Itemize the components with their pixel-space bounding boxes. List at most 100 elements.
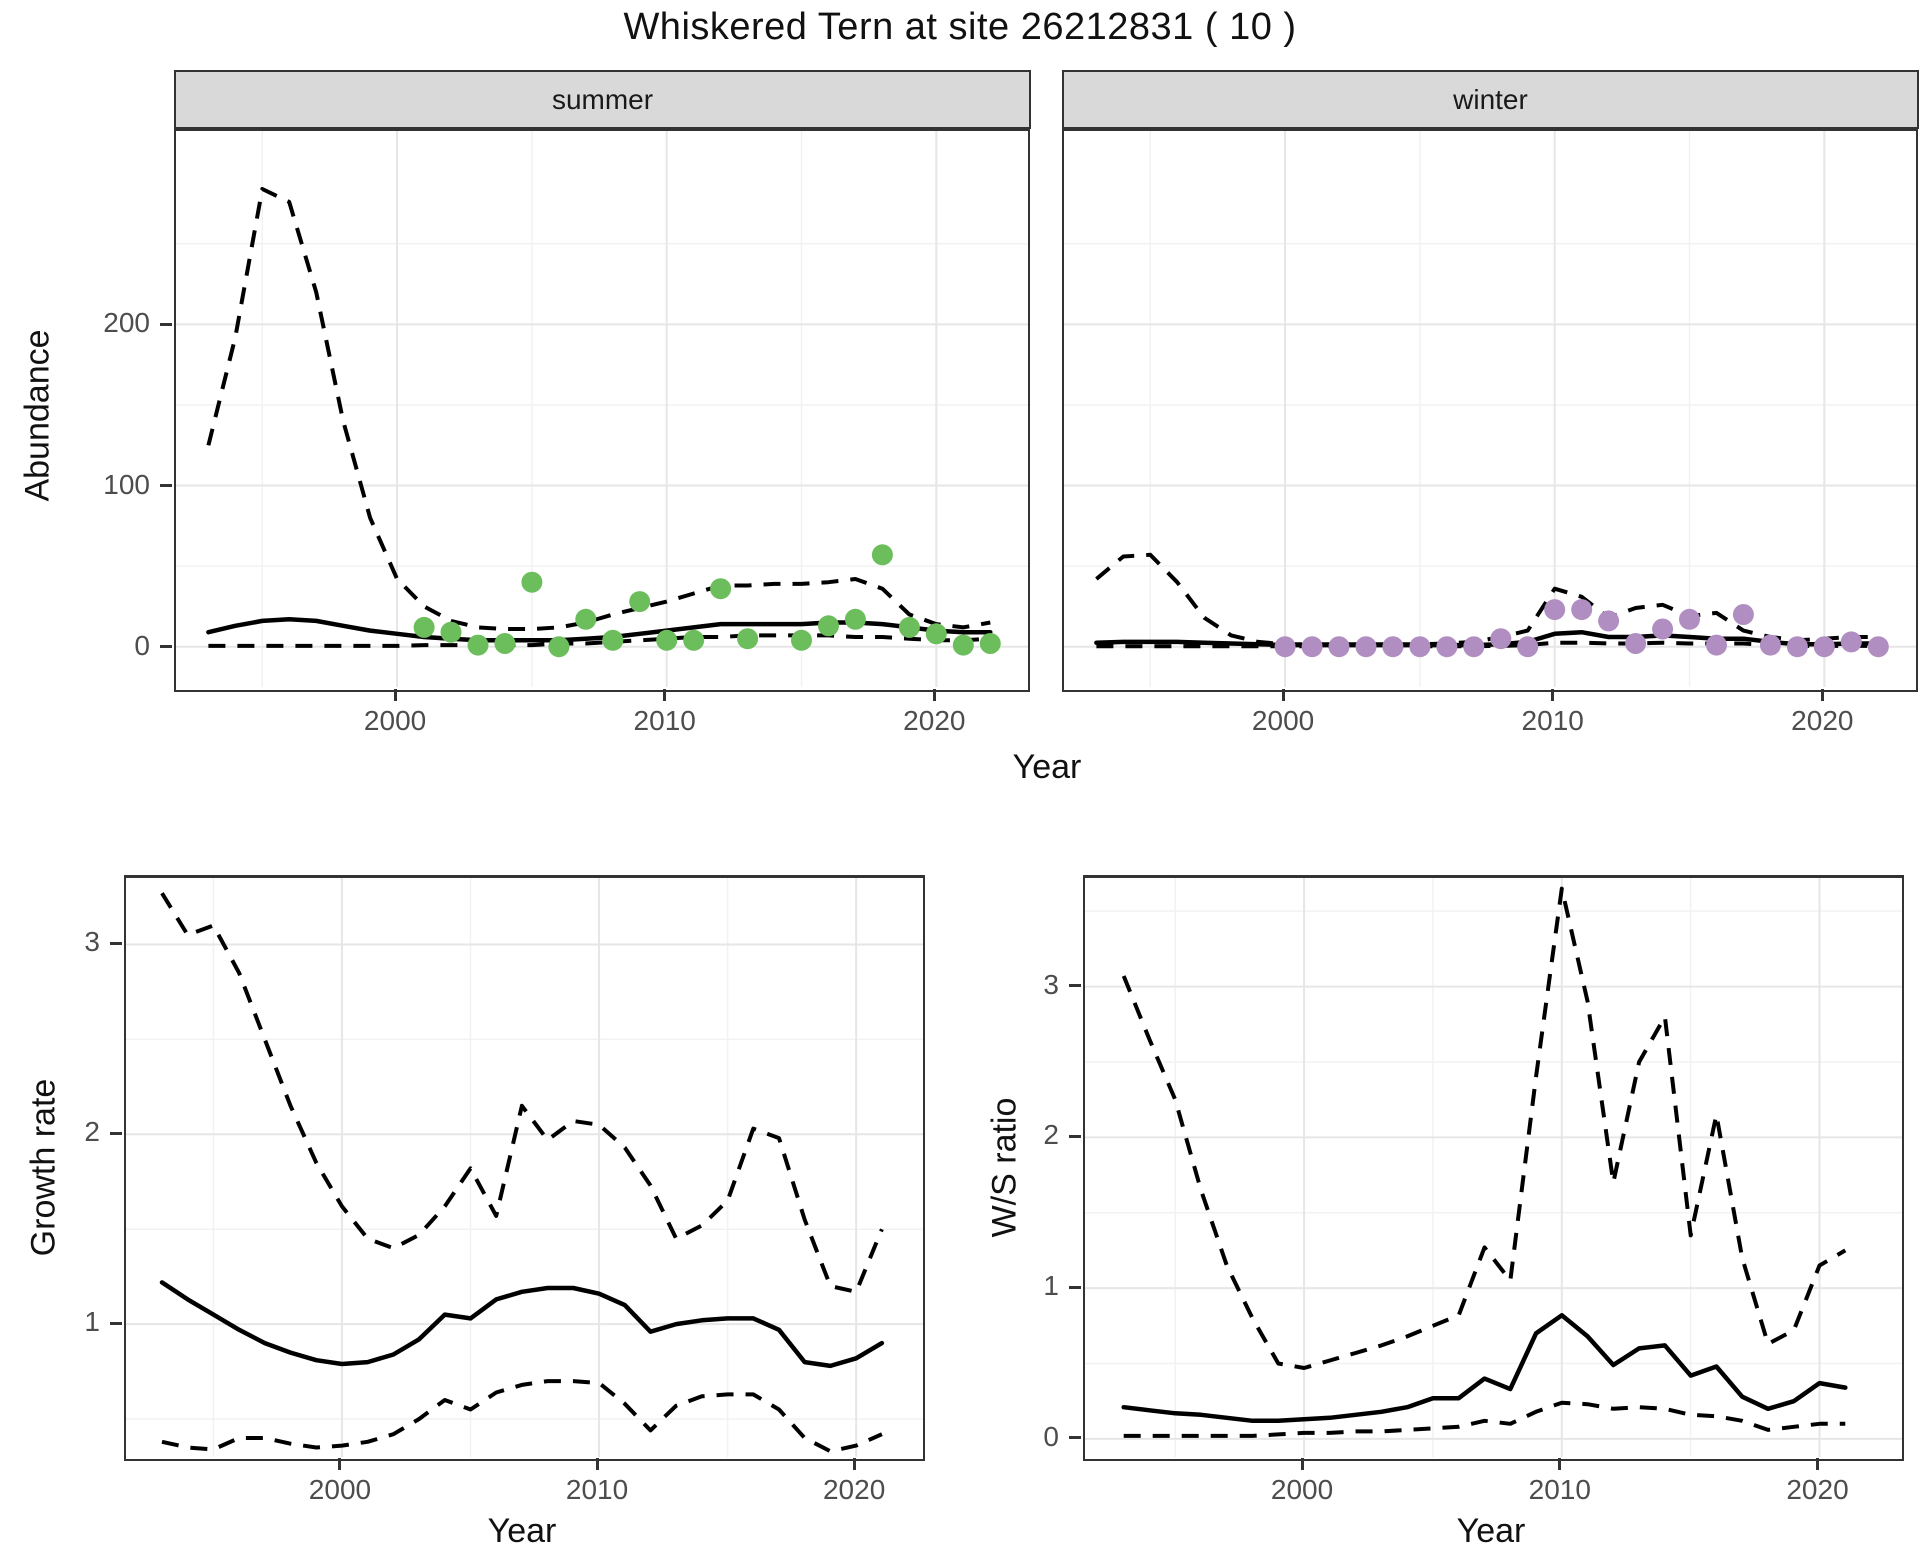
y-tick-mark [160, 645, 172, 649]
x-tick-label: 2010 [633, 705, 696, 736]
data-point-observed-counts-summer [548, 636, 570, 658]
y-tick-label: 200 [103, 307, 150, 339]
chart-abundance-summer [176, 131, 1028, 687]
x-tick-label: 2020 [822, 1474, 886, 1505]
x-tick-label: 2000 [1270, 1474, 1334, 1505]
data-point-observed-counts-summer [898, 616, 920, 638]
y-tick-mark [1069, 1436, 1081, 1440]
data-point-observed-counts-winter [1463, 636, 1485, 658]
data-point-observed-counts-winter [1382, 636, 1404, 658]
facet-strip-winter-label: winter [1453, 83, 1528, 115]
facet-strip-summer-label: summer [551, 83, 654, 115]
series-mean [159, 1280, 885, 1369]
data-point-observed-counts-summer [737, 628, 759, 650]
data-point-observed-counts-summer [656, 629, 678, 651]
data-point-observed-counts-winter [1732, 604, 1754, 625]
x-tick-label: 2010 [1521, 705, 1584, 736]
series-mean [1121, 1313, 1848, 1424]
y-tick-label: 1 [1043, 1270, 1059, 1302]
series-upper_ci [206, 187, 991, 631]
data-point-observed-counts-summer [818, 615, 839, 637]
series-lower_ci [1123, 1400, 1846, 1438]
y-tick-label: 3 [84, 926, 100, 958]
x-tick-label: 2020 [1791, 705, 1854, 736]
series-mean [206, 617, 993, 643]
data-point-observed-counts-winter [1813, 636, 1835, 658]
y-tick-label: 2 [84, 1116, 100, 1148]
data-point-observed-counts-summer [602, 629, 624, 651]
x-tick-mark [595, 1458, 599, 1470]
data-point-observed-counts-summer [494, 633, 516, 654]
x-tick-label: 2010 [1528, 1474, 1591, 1505]
x-tick-mark [1820, 689, 1824, 701]
x-tick-label: 2020 [1786, 1474, 1849, 1505]
x-tick-mark [338, 1458, 342, 1470]
data-point-observed-counts-winter [1571, 599, 1593, 621]
y-tick-label: 1 [84, 1306, 100, 1338]
x-tick-mark [393, 689, 397, 701]
x-tick-label: 2020 [903, 705, 966, 736]
x-axis-title-year-top: Year [1012, 748, 1082, 786]
facet-strip-winter: winter [1062, 70, 1919, 129]
series-lower_ci [208, 633, 991, 648]
y-axis-title-ws-ratio: W/S ratio [985, 1097, 1024, 1238]
chart-growth-rate [126, 878, 923, 1457]
y-tick-mark [110, 1131, 122, 1135]
chart-w-s-ratio [1085, 878, 1902, 1457]
data-point-observed-counts-summer [844, 608, 866, 630]
data-point-observed-counts-winter [1867, 636, 1889, 658]
data-point-observed-counts-winter [1652, 618, 1674, 640]
data-point-observed-counts-summer [710, 578, 732, 600]
data-point-observed-counts-summer [629, 591, 651, 613]
x-tick-label: 2000 [1251, 705, 1315, 736]
data-point-observed-counts-winter [1679, 608, 1700, 630]
y-tick-mark [110, 1321, 122, 1325]
x-tick-mark [1558, 1458, 1562, 1470]
data-point-observed-counts-winter [1598, 610, 1620, 632]
series-lower_ci [161, 1379, 883, 1454]
data-point-observed-counts-winter [1490, 628, 1512, 650]
x-tick-mark [932, 689, 936, 701]
y-tick-label: 0 [134, 629, 150, 661]
data-point-observed-counts-summer [683, 629, 705, 651]
data-point-observed-counts-winter [1517, 636, 1539, 658]
x-tick-label: 2000 [363, 705, 427, 736]
y-tick-label: 3 [1043, 968, 1059, 1000]
data-point-observed-counts-winter [1706, 634, 1727, 656]
x-tick-label: 2010 [565, 1474, 629, 1505]
panel-abundance-summer [174, 128, 1030, 692]
facet-strip-summer: summer [174, 70, 1031, 129]
series-upper_ci [1095, 552, 1879, 647]
page-title: Whiskered Tern at site 26212831 ( 10 ) [623, 6, 1297, 48]
y-tick-mark [1069, 1134, 1081, 1138]
y-tick-label: 100 [103, 468, 150, 500]
data-point-observed-counts-summer [925, 623, 947, 645]
data-point-observed-counts-summer [791, 629, 812, 651]
panel-growth-rate [124, 875, 925, 1461]
panel-abundance-winter [1062, 128, 1918, 692]
x-tick-mark [1281, 689, 1285, 701]
y-tick-mark [160, 322, 172, 326]
data-point-observed-counts-winter [1301, 636, 1323, 658]
data-point-observed-counts-winter [1544, 599, 1566, 621]
data-point-observed-counts-winter [1759, 634, 1781, 656]
data-point-observed-counts-winter [1328, 636, 1350, 658]
chart-abundance-winter [1064, 131, 1916, 687]
data-point-observed-counts-winter [1436, 636, 1458, 658]
y-tick-mark [1069, 984, 1081, 988]
data-point-observed-counts-summer [413, 616, 435, 638]
series-lower_ci [1096, 640, 1879, 649]
data-point-observed-counts-winter [1840, 631, 1862, 653]
x-tick-mark [852, 1458, 856, 1470]
y-tick-label: 2 [1043, 1119, 1059, 1151]
x-axis-title-year-growth: Year [487, 1512, 557, 1550]
data-point-observed-counts-winter [1355, 636, 1377, 658]
data-point-observed-counts-winter [1625, 633, 1647, 654]
data-point-observed-counts-summer [440, 621, 462, 643]
data-point-observed-counts-summer [952, 634, 974, 656]
y-tick-label: 0 [1043, 1420, 1059, 1452]
panel-ws-ratio [1083, 875, 1904, 1461]
data-point-observed-counts-summer [521, 571, 543, 593]
data-point-observed-counts-winter [1274, 636, 1296, 658]
